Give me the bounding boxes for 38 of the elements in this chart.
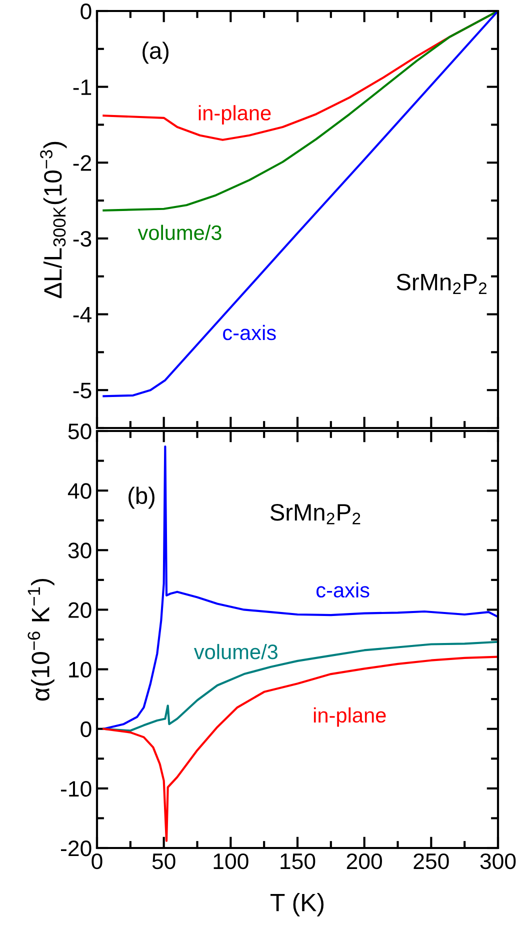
line-series (102, 11, 498, 212)
y-tick-label: 30 (68, 542, 92, 558)
annotation: SrMn$_{2}$P$_{2}$ (270, 504, 360, 524)
x-tick-label: 200 (346, 853, 382, 870)
x-axis-title: T (K) (270, 893, 324, 916)
x-tick-label: 100 (214, 853, 248, 870)
annotation: (a) (142, 42, 168, 64)
x-tick-label: 250 (414, 853, 449, 870)
y-tick-label: 50 (68, 424, 92, 440)
line-series (102, 11, 498, 398)
y-tick-label: -20 (61, 840, 92, 856)
series-label: volume/3 (138, 224, 222, 240)
y-tick-label: 40 (68, 483, 92, 499)
annotation: (b) (128, 486, 154, 509)
y-tick-label: -4 (73, 307, 92, 322)
y-tick-label: 0 (80, 721, 92, 738)
y-tick-label: 0 (80, 4, 92, 20)
y-tick-label: -3 (73, 230, 92, 247)
x-tick-label: 50 (152, 853, 176, 870)
y-tick-label: 20 (68, 602, 92, 618)
series-label: in-plane (314, 707, 386, 727)
x-tick-label: 0 (92, 853, 102, 870)
series-label: volume/3 (194, 644, 278, 660)
series-label: c-axis (316, 582, 370, 598)
series-label: c-axis (223, 324, 276, 340)
y-tick-label: 10 (69, 662, 92, 678)
y-axis-title: ΔL/L$_{300K}$(10$^{−3}$) (40, 142, 67, 298)
y-tick-label: -1 (73, 80, 92, 95)
y-tick-label: -10 (61, 780, 92, 797)
line-series (102, 640, 498, 732)
x-tick-label: 300 (480, 853, 516, 870)
annotation: SrMn$_{2}$P$_{2}$ (396, 274, 486, 294)
y-tick-label: -2 (73, 155, 92, 171)
line-series (102, 445, 498, 730)
y-axis-title: α(10$^{−6}$ K$^{−1}$) (28, 578, 54, 701)
series-label: in-plane (198, 105, 271, 125)
x-tick-label: 150 (280, 853, 316, 870)
y-tick-label: -5 (73, 382, 92, 398)
